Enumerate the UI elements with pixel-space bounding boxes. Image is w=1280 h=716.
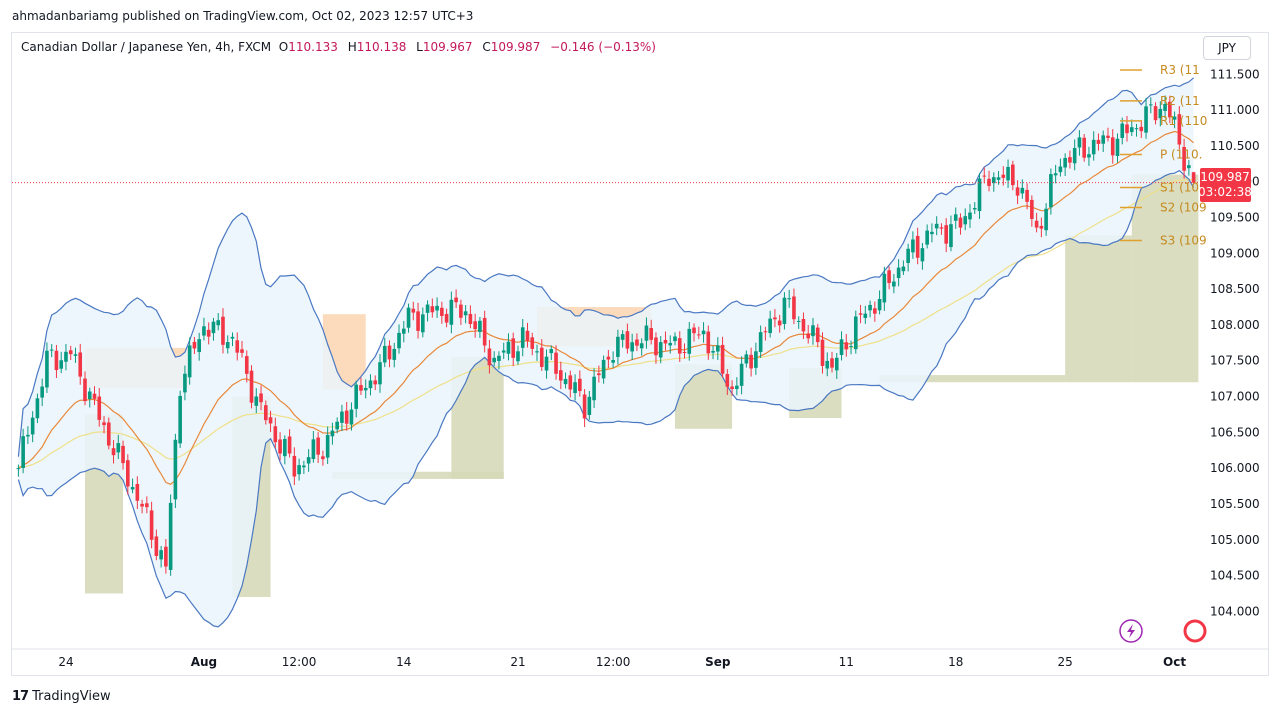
high-value: 110.138 [356, 40, 407, 54]
high-label: H [347, 40, 357, 54]
currency-button[interactable]: JPY [1203, 36, 1251, 60]
low-value: 109.967 [422, 40, 473, 54]
symbol-legend: Canadian Dollar / Japanese Yen, 4h, FXCM… [21, 40, 656, 54]
tradingview-logo-icon: 17 [12, 689, 29, 704]
chart-frame [11, 32, 1269, 676]
brand-name: TradingView [32, 689, 111, 704]
tradingview-brand[interactable]: 17 TradingView [12, 689, 111, 704]
close-label: C [482, 40, 491, 54]
close-value: 109.987 [490, 40, 541, 54]
open-label: O [278, 40, 289, 54]
open-value: 110.133 [288, 40, 338, 54]
change-value: −0.146 (−0.13%) [550, 40, 656, 54]
symbol-name[interactable]: Canadian Dollar / Japanese Yen, 4h, FXCM [21, 40, 272, 54]
low-label: L [416, 40, 423, 54]
publisher-line: ahmadanbariamg published on TradingView.… [12, 9, 474, 23]
